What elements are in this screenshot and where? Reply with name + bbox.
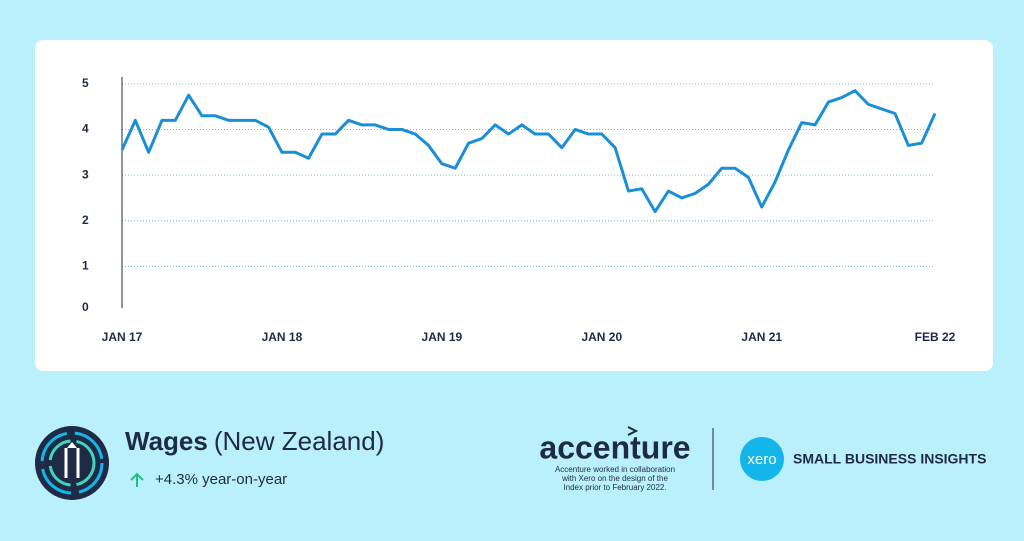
partner-note: with Xero on the design of the xyxy=(561,474,668,483)
x-tick-label: JAN 19 xyxy=(422,330,463,344)
y-tick-label: 0 xyxy=(82,300,89,314)
title: Wages xyxy=(125,426,208,456)
data-line xyxy=(120,89,937,214)
chart-card xyxy=(35,40,993,371)
change: +4.3% year-on-year xyxy=(155,471,287,488)
y-tick-label: 4 xyxy=(82,122,89,136)
y-tick-label: 2 xyxy=(82,213,89,227)
x-tick-label: JAN 20 xyxy=(581,330,622,344)
x-tick-label: FEB 22 xyxy=(915,330,956,344)
plot: 0 1 2 3 4 5 JAN 17 JAN 18 JAN 19 JAN 20 JAN 21 FEB … xyxy=(82,76,956,344)
subtitle: (New Zealand) xyxy=(214,426,385,456)
partner-note: Accenture worked in collaboration xyxy=(555,465,675,474)
brand-logo: xero xyxy=(747,451,776,468)
y-tick-label: 5 xyxy=(82,76,89,90)
title-line: Wages (New Zealand) xyxy=(125,426,384,456)
partner-note: Index prior to February 2022. xyxy=(563,483,666,492)
up-arrow xyxy=(130,472,144,487)
brand: SMALL BUSINESS INSIGHTS xyxy=(793,451,986,467)
brand-circle xyxy=(740,437,784,481)
partner-logo: accenture xyxy=(539,429,690,465)
x-tick-label: JAN 17 xyxy=(102,330,143,344)
y-tick-label: 1 xyxy=(82,259,89,273)
y-tick-label: 3 xyxy=(82,167,89,181)
wages-icon xyxy=(35,426,109,500)
x-tick-label: JAN 18 xyxy=(262,330,303,344)
partner-mark xyxy=(627,426,639,436)
x-tick-label: JAN 21 xyxy=(741,330,782,344)
